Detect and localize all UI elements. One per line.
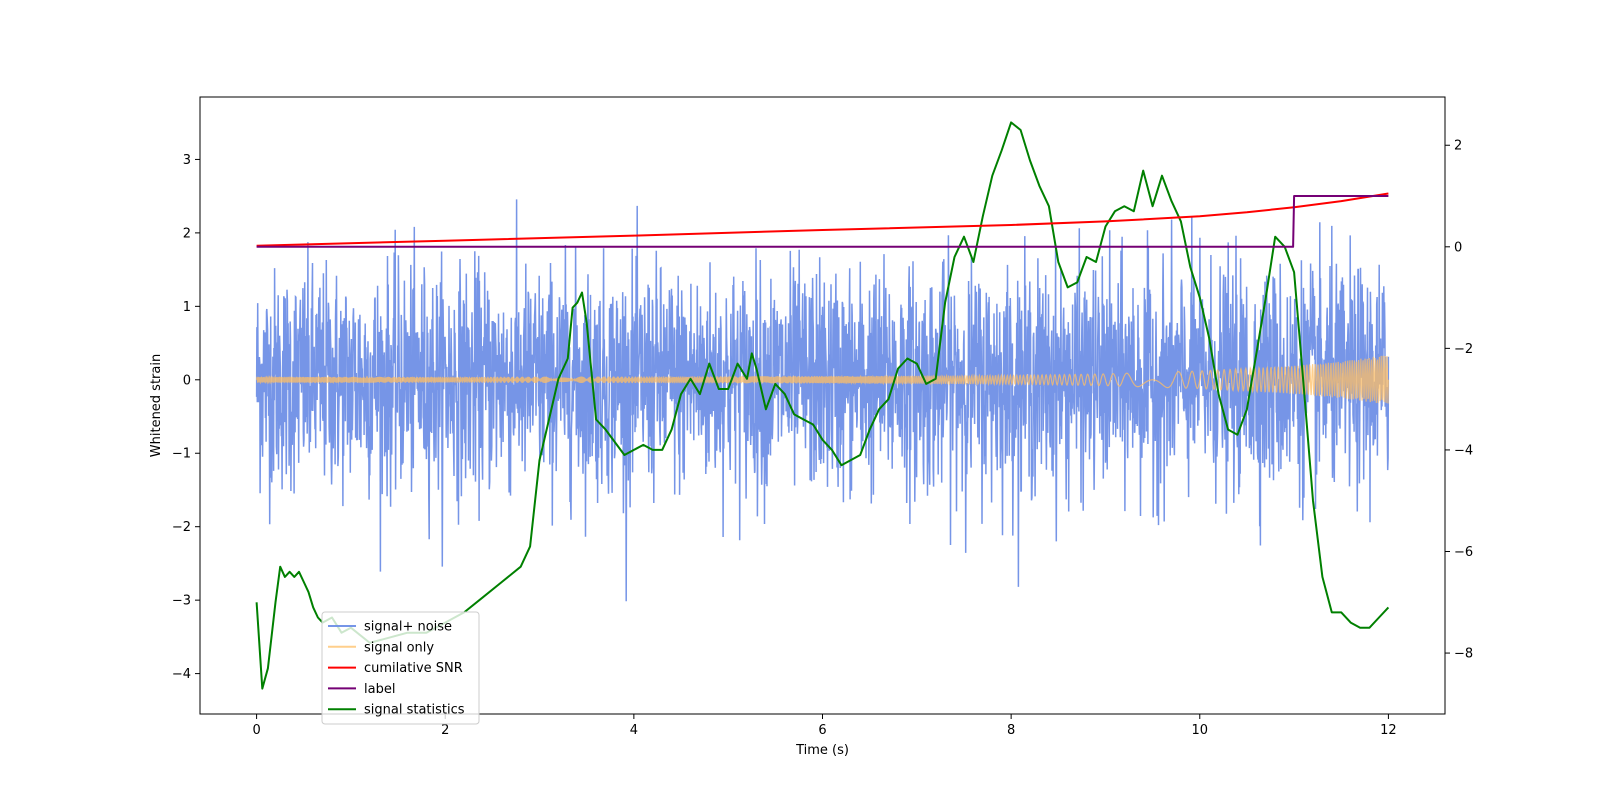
legend-label: signal+ noise <box>364 620 452 635</box>
signal-only-layer <box>256 355 1389 404</box>
legend-label: signal statistics <box>364 703 465 718</box>
legend-label: cumilative SNR <box>364 661 463 676</box>
x-tick-label: 0 <box>252 723 260 738</box>
legend: signal+ noise signal only cumilative SNR la… <box>321 611 480 725</box>
x-axis-label: Time (s) <box>795 743 849 758</box>
legend-box <box>321 611 480 725</box>
y2-tick-label: 0 <box>1454 240 1462 255</box>
y2-tick-label: −8 <box>1454 647 1473 662</box>
series-signal-noise <box>255 199 1390 602</box>
series-signal-only <box>256 355 1389 404</box>
y-tick-label: −3 <box>172 594 191 609</box>
y-tick-label: −4 <box>172 667 191 682</box>
legend-label: label <box>364 682 395 697</box>
y2-tick-label: 2 <box>1454 139 1462 154</box>
signal-noise-layer <box>255 199 1390 602</box>
y-tick-label: −2 <box>172 520 191 535</box>
x-tick-label: 6 <box>818 723 826 738</box>
x-tick-label: 10 <box>1191 723 1208 738</box>
legend-label: signal only <box>364 640 434 655</box>
series-cumilative-snr <box>256 192 1389 247</box>
x-tick-label: 12 <box>1380 723 1397 738</box>
y-tick-label: 3 <box>183 153 191 168</box>
y2-tick-label: −4 <box>1454 443 1473 458</box>
y2-tick-label: −2 <box>1454 342 1473 357</box>
y2-tick-label: −6 <box>1454 545 1473 560</box>
series-label <box>256 195 1389 248</box>
y-tick-label: 2 <box>183 226 191 241</box>
y-tick-label: 0 <box>183 373 191 388</box>
y-tick-label: 1 <box>183 300 191 315</box>
x-tick-label: 8 <box>1007 723 1015 738</box>
y-tick-label: −1 <box>172 447 191 462</box>
x-tick-label: 4 <box>630 723 638 738</box>
x-tick-label: 2 <box>441 723 449 738</box>
y-axis-label: Whitened strain <box>149 354 164 457</box>
